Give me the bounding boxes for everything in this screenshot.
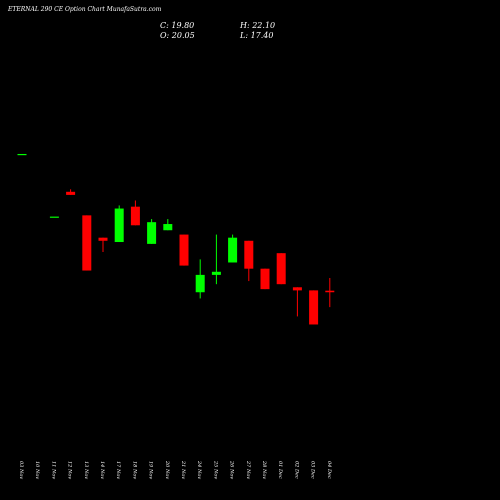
- x-tick-label: 17 Nov: [115, 461, 121, 479]
- candle-body: [211, 271, 221, 275]
- candle-body: [179, 234, 189, 266]
- candle-body: [325, 290, 335, 293]
- candle-body: [114, 208, 124, 243]
- x-tick-label: 20 Nov: [164, 460, 170, 479]
- candle-body: [276, 253, 286, 285]
- x-tick-label: 19 Nov: [148, 461, 154, 479]
- x-tick-label: 26 Nov: [229, 460, 235, 479]
- low-readout: L: 17.40: [240, 31, 274, 40]
- candle-body: [195, 274, 205, 293]
- x-tick-label: 21 Nov: [180, 460, 186, 479]
- candle-body: [309, 290, 319, 325]
- candle-body: [292, 287, 302, 291]
- open-value: 20.05: [171, 31, 195, 40]
- high-value: 22.10: [252, 21, 276, 30]
- candle-body: [163, 224, 173, 231]
- x-tick-label: 25 Nov: [212, 460, 218, 479]
- candle-body: [244, 240, 254, 269]
- x-tick-label: 18 Nov: [131, 461, 137, 479]
- chart-title: ETERNAL 290 CE Option Chart MunafaSutra.…: [8, 6, 162, 13]
- x-tick-label: 02 Dec: [293, 461, 299, 479]
- x-tick-label: 03 Dec: [310, 461, 316, 479]
- close-value: 19.80: [171, 21, 195, 30]
- candle-body: [82, 215, 92, 271]
- x-tick-label: 03 Nov: [18, 461, 24, 479]
- x-tick-label: 12 Nov: [67, 461, 73, 479]
- candle-body: [66, 191, 76, 195]
- high-readout: H: 22.10: [240, 21, 276, 30]
- close-readout: C: 19.80: [160, 21, 195, 30]
- candle-body: [130, 206, 140, 226]
- candle-body: [98, 237, 108, 241]
- open-readout: O: 20.05: [160, 31, 195, 40]
- x-tick-label: 11 Nov: [50, 461, 56, 479]
- low-value: 17.40: [250, 31, 274, 40]
- x-tick-label: 13 Nov: [83, 461, 89, 479]
- candle-body: [49, 216, 59, 218]
- candle-body: [260, 268, 270, 290]
- x-tick-label: 10 Nov: [34, 461, 40, 479]
- x-tick-label: 04 Dec: [326, 461, 332, 479]
- candle-body: [17, 153, 27, 156]
- candle-body: [228, 237, 238, 263]
- x-tick-label: 27 Nov: [245, 460, 251, 479]
- x-tick-label: 28 Nov: [261, 460, 267, 479]
- x-tick-label: 14 Nov: [99, 461, 105, 479]
- candle-body: [147, 222, 157, 244]
- x-tick-label: 24 Nov: [196, 460, 202, 479]
- x-tick-label: 01 Dec: [277, 461, 283, 479]
